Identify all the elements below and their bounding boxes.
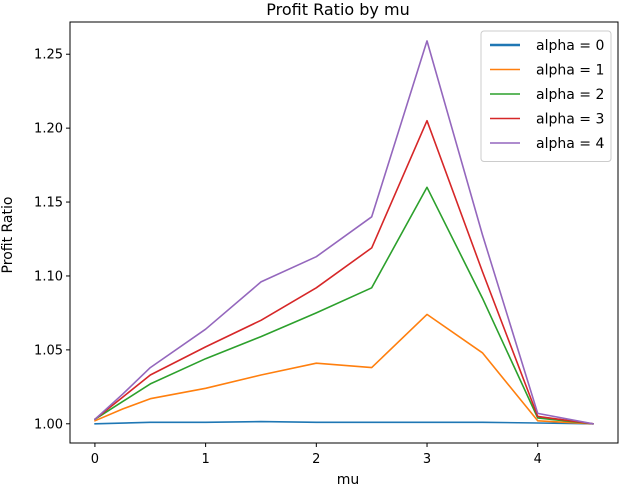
x-axis-label: mu <box>337 472 360 486</box>
series-line-alpha-1 <box>94 313 594 425</box>
series-line-alpha-0 <box>94 420 594 425</box>
chart-title: Profit Ratio by mu <box>266 0 409 19</box>
series-line-alpha-2 <box>94 186 594 425</box>
y-tick-label: 1.00 <box>34 417 63 432</box>
y-tick-label: 1.25 <box>34 48 63 63</box>
series-line-alpha-4 <box>94 40 594 425</box>
x-tick-label: 2 <box>312 452 320 467</box>
x-tick-label: 0 <box>91 452 99 467</box>
legend-label: alpha = 2 <box>536 87 604 103</box>
legend-label: alpha = 0 <box>536 38 604 54</box>
legend-box <box>480 30 612 162</box>
legend-label: alpha = 4 <box>536 136 604 152</box>
x-tick-label: 3 <box>423 452 431 467</box>
legend-label: alpha = 1 <box>536 63 604 79</box>
legend-label: alpha = 3 <box>536 112 604 128</box>
x-tick-label: 1 <box>201 452 209 467</box>
y-axis-label: Profit Ratio <box>0 197 16 274</box>
y-tick-label: 1.10 <box>34 269 63 284</box>
y-tick-label: 1.05 <box>34 343 63 358</box>
y-tick-label: 1.15 <box>34 196 63 211</box>
plot-area: 0 1 2 3 4 1.00 1.05 1.10 1.15 1.20 1.25 alpha = 0 al… <box>34 21 619 467</box>
series-line-alpha-3 <box>94 119 594 425</box>
plot-frame <box>69 21 619 444</box>
y-tick-label: 1.20 <box>34 122 63 137</box>
x-tick-label: 4 <box>534 452 542 467</box>
